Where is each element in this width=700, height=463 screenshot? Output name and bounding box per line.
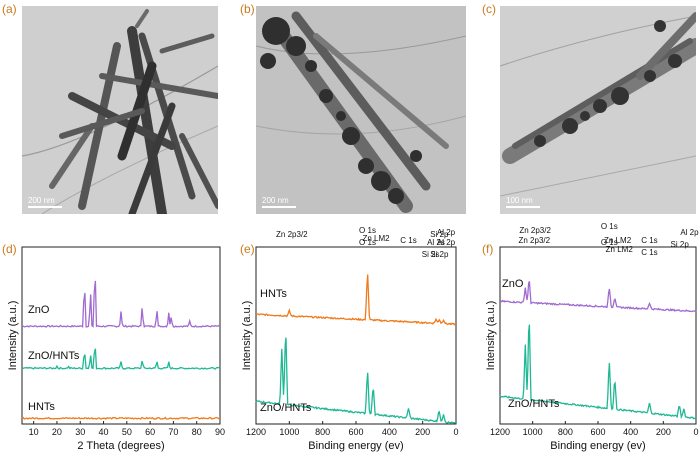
x-tick-label-d-4: 50 xyxy=(122,427,132,437)
x-tick-label-e-2: 800 xyxy=(315,427,330,437)
panel-a-label: (a) xyxy=(2,2,17,16)
x-tick-label-e-1: 1000 xyxy=(279,427,299,437)
zno-nanorods-picture xyxy=(22,6,218,214)
x-tick-label-d-5: 60 xyxy=(145,427,155,437)
x-tick-label-f-4: 400 xyxy=(623,427,638,437)
annotation-f-bottom-2: Zn LM2 xyxy=(604,236,632,245)
panel-e-label: (e) xyxy=(240,242,255,256)
xrd-curve-zno-hnts xyxy=(21,348,221,370)
xrd-curve-zno xyxy=(21,280,221,328)
xps-curve-f-top xyxy=(499,281,697,313)
annotation-f-bottom-5: Al 2p xyxy=(680,228,699,237)
panel-b-label: (b) xyxy=(240,2,255,16)
annotation-f-bottom-3: C 1s xyxy=(641,236,657,245)
x-tick-label-d-0: 10 xyxy=(29,427,39,437)
series-label-zno-d: ZnO xyxy=(28,304,50,316)
scale-bar-c: 100 nm xyxy=(506,196,540,208)
y-axis-label-e: Intensity (a.u.) xyxy=(241,301,253,371)
series-label-zno-f: ZnO xyxy=(502,278,524,290)
annotation-f-bottom-1: O 1s xyxy=(601,222,618,231)
x-tick-label-f-5: 200 xyxy=(656,427,671,437)
annotation-f-top-0: Zn 2p3/2 xyxy=(519,236,551,245)
zno-hnts-composite-picture xyxy=(500,6,696,214)
annotation-f-top-2: Zn LM2 xyxy=(606,245,634,254)
annotation-e-top-4: Al 2p xyxy=(437,238,456,247)
annotation-f-bottom-4: Si 2p xyxy=(671,240,690,249)
annotation-e-bottom-1: O 1s xyxy=(359,226,376,235)
x-tick-label-d-7: 80 xyxy=(192,427,202,437)
x-tick-label-e-4: 400 xyxy=(382,427,397,437)
x-tick-label-d-3: 40 xyxy=(99,427,109,437)
annotation-e-bottom-2: Zn LM2 xyxy=(362,234,390,243)
annotation-f-bottom-0: Zn 2p3/2 xyxy=(519,226,551,235)
tem-image-zno: 200 nm xyxy=(22,6,218,214)
annotation-e-top-1: Al 2s xyxy=(427,238,445,247)
x-tick-label-d-8: 90 xyxy=(215,427,225,437)
x-tick-label-e-5: 200 xyxy=(415,427,430,437)
tem-image-zno-hnts: 100 nm xyxy=(500,6,696,214)
x-tick-label-d-6: 70 xyxy=(168,427,178,437)
series-label-zno-hnts-d: ZnO/HNTs xyxy=(28,350,80,362)
series-label-hnts-e: HNTs xyxy=(260,288,287,300)
x-axis-label-e: Binding energy (ev) xyxy=(308,440,403,452)
x-tick-label-d-2: 30 xyxy=(75,427,85,437)
scale-bar-c-text: 100 nm xyxy=(506,196,533,205)
xps-curve-e-top xyxy=(255,274,457,326)
xrd-curve-hnts xyxy=(21,416,221,420)
scale-bar-a: 200 nm xyxy=(28,196,62,208)
x-tick-label-f-1: 1000 xyxy=(523,427,543,437)
scale-bar-a-text: 200 nm xyxy=(28,196,55,205)
annotation-e-bottom-3: C 1s xyxy=(400,236,416,245)
x-axis-label-d: 2 Theta (degrees) xyxy=(77,440,164,452)
plot-frame-d xyxy=(21,246,221,425)
y-axis-label-f: Intensity (a.u.) xyxy=(485,301,497,371)
x-axis-label-f: Binding energy (ev) xyxy=(550,440,645,452)
scale-bar-b: 200 nm xyxy=(262,196,296,208)
annotation-e-top-0: O 1s xyxy=(359,238,376,247)
x-tick-label-d-1: 20 xyxy=(52,427,62,437)
series-label-hnts-d: HNTs xyxy=(28,401,55,413)
x-tick-label-e-6: 0 xyxy=(453,427,458,437)
scale-bar-b-text: 200 nm xyxy=(262,196,289,205)
panel-c-label: (c) xyxy=(482,2,496,16)
hnts-nanotubes-picture xyxy=(256,6,466,214)
x-tick-label-f-3: 600 xyxy=(590,427,605,437)
annotation-e-bottom-0: Zn 2p3/2 xyxy=(276,230,308,239)
panel-f-label: (f) xyxy=(482,242,494,256)
annotation-e-top-3: Si 2p xyxy=(430,250,449,259)
x-tick-label-f-2: 800 xyxy=(558,427,573,437)
x-tick-label-f-0: 1200 xyxy=(490,427,510,437)
x-tick-label-e-3: 600 xyxy=(348,427,363,437)
annotation-f-top-1: O 1s xyxy=(601,238,618,247)
xps-curve-e-bottom xyxy=(255,337,457,424)
annotation-e-bottom-4: Si 2p xyxy=(430,230,449,239)
series-label-zno-hnts-f: ZnO/HNTs xyxy=(508,398,560,410)
panel-d-label: (d) xyxy=(2,242,17,256)
annotation-e-bottom-5: Al 2p xyxy=(437,228,456,237)
series-label-zno-hnts-e: ZnO/HNTs xyxy=(260,402,312,414)
x-tick-label-e-0: 1200 xyxy=(246,427,266,437)
xps-curve-f-bottom xyxy=(499,324,697,420)
annotation-f-top-3: C 1s xyxy=(641,248,657,257)
plot-frame-e xyxy=(255,246,457,425)
tem-image-hnts: 200 nm xyxy=(256,6,466,214)
x-tick-label-f-6: 0 xyxy=(693,427,698,437)
y-axis-label-d: Intensity (a.u.) xyxy=(7,301,19,371)
annotation-e-top-2: Si 2s xyxy=(422,250,440,259)
